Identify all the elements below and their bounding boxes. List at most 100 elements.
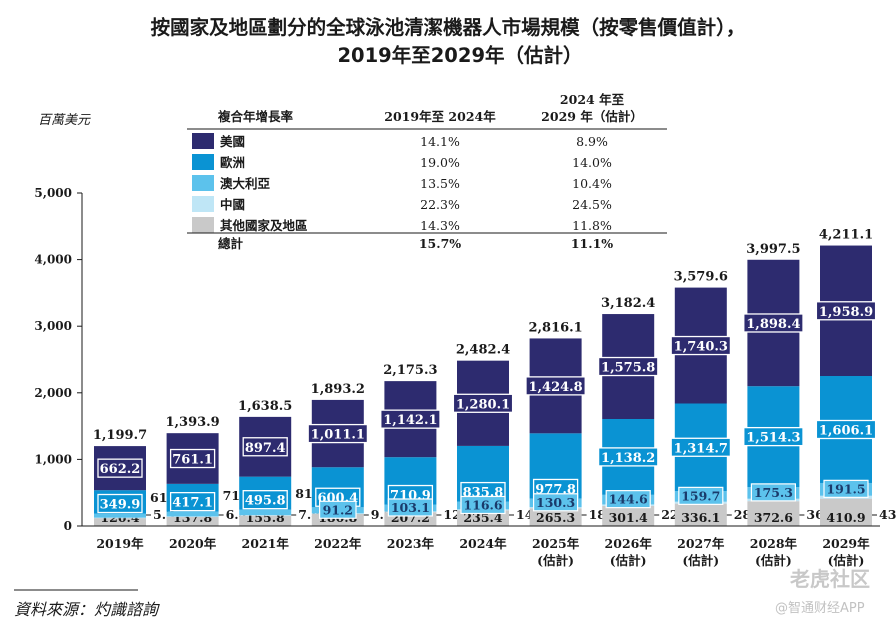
total-label: 2,175.3 (383, 363, 437, 378)
data-label-box (670, 437, 732, 457)
data-label-box (319, 500, 357, 519)
legend-label: 澳大利亞 (220, 176, 271, 191)
legend-cagr-1: 19.0% (420, 155, 460, 170)
bar-segment (747, 501, 800, 526)
bar-segment (674, 503, 727, 526)
data-label: 662.2 (100, 462, 141, 477)
legend-header: 複合年增長率 (217, 109, 294, 124)
legend-cagr-2: 8.9% (576, 134, 608, 149)
chart-title: 按國家及地區劃分的全球泳池清潔機器人市場規模（按零售價值計）， (151, 16, 746, 39)
bar-segment (239, 515, 292, 526)
data-label-box (460, 495, 506, 515)
data-label-box (97, 458, 143, 478)
data-label: 1,958.9 (819, 305, 873, 320)
legend-swatch (192, 154, 214, 170)
y-axis: 0 1,000 2,000 3,000 4,000 5,000 (34, 186, 83, 533)
data-label-box (670, 335, 732, 356)
data-label-box (452, 393, 514, 413)
legend-label: 美國 (220, 134, 245, 149)
bars-layer: 120.4349.9662.261.95.31,199.7137.8417.17… (93, 228, 896, 526)
legend-cagr-2: 24.5% (572, 197, 612, 212)
x-tick-label: 2024年 (459, 536, 507, 551)
data-label-box (597, 447, 659, 467)
bar-segment (166, 511, 219, 517)
bar-segment (239, 515, 292, 516)
bar-segment (94, 517, 146, 519)
legend-cagr-2: 11.8% (572, 218, 612, 233)
data-label: 1,424.8 (528, 380, 582, 395)
data-label-box (169, 448, 216, 469)
x-tick-note: (估計) (610, 553, 647, 568)
total-label: 3,579.6 (674, 270, 728, 285)
data-label: 265.3 (536, 510, 575, 525)
total-label: 2,816.1 (528, 320, 582, 335)
data-label-box (678, 486, 724, 505)
data-label: 1,314.7 (674, 441, 728, 456)
data-label-box (750, 483, 797, 502)
legend-swatch (192, 175, 214, 191)
data-label: 301.4 (609, 510, 648, 525)
x-tick-label: 2025年 (532, 536, 580, 551)
data-label-box (743, 426, 804, 447)
bar-segment (94, 513, 146, 518)
data-label-box (532, 493, 579, 512)
data-label: 103.1 (391, 500, 430, 515)
data-label: 1,606.1 (819, 423, 873, 438)
x-tick-label: 2019年 (96, 536, 144, 551)
y-tick-label: 5,000 (34, 186, 72, 200)
data-label: 897.4 (245, 441, 286, 456)
x-tick-label: 2023年 (387, 536, 435, 551)
bar-segment (602, 505, 655, 526)
total-label: 1,638.5 (238, 399, 292, 414)
data-label: 1,142.1 (383, 413, 437, 428)
x-axis: 2019年 2020年 2021年 2022年 2023年 2024年 2025年 (估計) 2… (82, 525, 880, 568)
bar-segment (457, 510, 509, 526)
data-label-box (380, 409, 441, 429)
x-tick-label: 2021年 (242, 536, 290, 551)
bar-segment (94, 517, 146, 526)
legend-table: 複合年增長率 2019年至 2024年 2024 年至 2029 年（估計） 美國 14.… (187, 92, 667, 251)
y-tick-label: 3,000 (34, 319, 72, 333)
data-label-box (605, 490, 651, 509)
legend-header: 2019年至 2024年 (384, 109, 496, 124)
bar-segment (239, 509, 292, 516)
data-label-box (815, 301, 877, 321)
total-label: 1,199.7 (93, 428, 147, 443)
legend-swatch (192, 217, 214, 233)
data-label: 417.1 (172, 496, 213, 511)
data-label: 349.9 (100, 498, 141, 513)
total-label: 1,393.9 (165, 415, 219, 430)
total-label: 3,997.5 (746, 242, 800, 257)
legend-total-cagr-2: 11.1% (571, 236, 613, 251)
data-label: 410.9 (826, 510, 865, 525)
total-label: 4,211.1 (819, 228, 873, 243)
data-label-box (387, 498, 433, 517)
x-tick-note: (估計) (537, 553, 574, 568)
x-tick-label: 2028年 (750, 536, 798, 551)
data-label: 495.8 (245, 494, 286, 509)
y-tick-label: 4,000 (34, 253, 72, 267)
y-tick-label: 1,000 (34, 452, 72, 466)
legend-cagr-1: 13.5% (420, 176, 460, 191)
y-axis-label: 百萬美元 (38, 113, 91, 128)
legend-swatch (192, 133, 214, 149)
data-label: 1,280.1 (456, 397, 510, 412)
legend-total-label: 總計 (218, 236, 244, 251)
x-tick-note: (估計) (828, 553, 865, 568)
bar-segment (529, 508, 582, 526)
source-note: 資料來源：灼識諮詢 (14, 600, 160, 619)
data-label-box (242, 437, 288, 457)
y-tick-label: 2,000 (34, 386, 72, 400)
data-label: 1,575.8 (601, 361, 655, 376)
legend-label: 中國 (220, 197, 245, 212)
data-label: 91.2 (323, 502, 353, 517)
x-tick-label: 2026年 (605, 536, 653, 551)
data-label-box (743, 313, 804, 333)
data-label-box (307, 423, 369, 444)
legend-cagr-2: 10.4% (572, 176, 612, 191)
data-label: 144.6 (609, 492, 648, 507)
data-label: 1,011.1 (311, 428, 365, 443)
watermark-credit: @智通财经APP (775, 601, 865, 616)
data-label-box (815, 419, 877, 440)
